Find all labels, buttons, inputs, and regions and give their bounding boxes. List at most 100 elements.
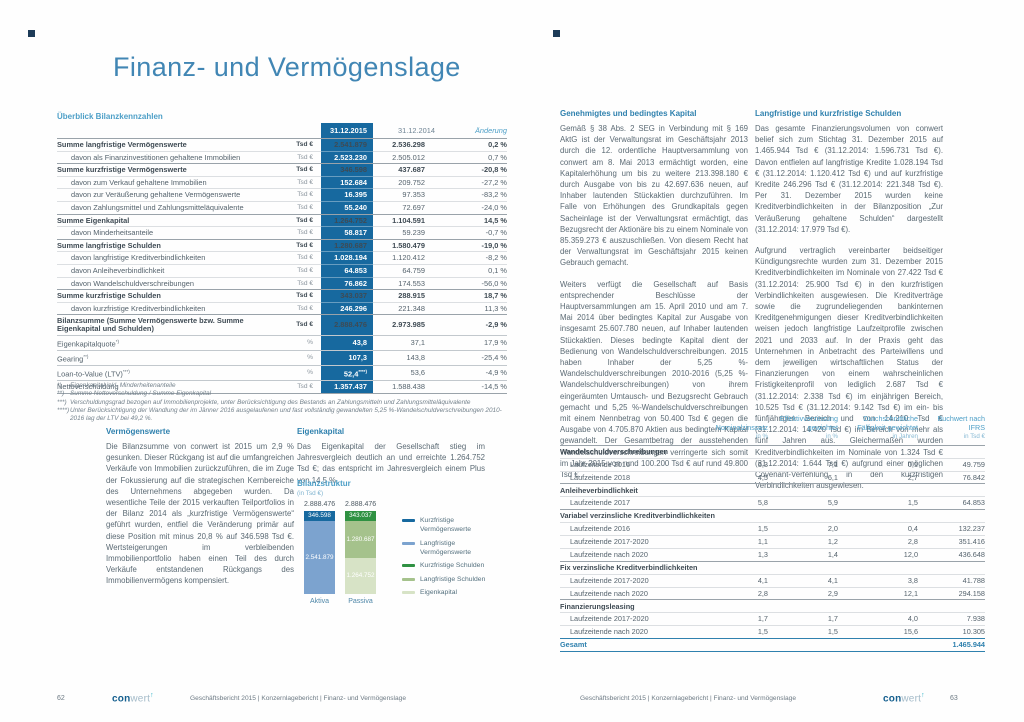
balance-table-row: Eigenkapitalquote*)% 43,8 37,1 17,9 % [57, 334, 507, 351]
section-genehmigtes-kapital: Genehmigtes und bedingtes Kapital Gemäß … [560, 109, 748, 490]
paragraph: Die Bilanzsumme von conwert ist 2015 um … [106, 442, 294, 586]
chart-bar: 2.888.476 346.598 2.541.879 Aktiva [304, 501, 336, 605]
legend-item: Kurzfristige Schulden [402, 561, 490, 570]
paragraph: Das Eigenkapital der Gesellschaft stieg … [297, 442, 485, 485]
chart-segment: 346.598 [304, 511, 335, 521]
balance-table-row: davon langfristige Kreditverbindlichkeit… [57, 251, 507, 265]
footer-breadcrumb-right: Geschäftsbericht 2015 | Konzernlageberic… [580, 695, 797, 702]
col-change: Änderung [474, 126, 507, 135]
right-page-marker [553, 30, 560, 37]
footnote: ****) Unter Berücksichtigung der Wandlung… [57, 406, 502, 423]
debt-table-row: Anleiheverbindlichkeit [560, 483, 985, 497]
balance-table-row: davon Minderheitsanteile Tsd €58.817 59.23… [57, 226, 507, 240]
conwert-logo: conwert↑ [883, 692, 925, 704]
footnote: **) Summe Nettoverschuldung / Summe Eigen… [57, 390, 212, 398]
logo-arrow-icon: ↑ [150, 692, 154, 699]
debt-table-row: Fix verzinsliche Kreditverbindlichkeiten [560, 560, 985, 575]
footnote: *) Eigenkapital inkl. Minderheitenanteile [57, 382, 176, 389]
legend-marker-icon [402, 577, 415, 581]
legend-marker-icon [402, 519, 415, 522]
section-heading: Vermögenswerte [106, 427, 171, 436]
balance-table: 31.12.2015 31.12.2014 Änderung Summe lan… [57, 123, 507, 394]
balance-table-row: davon zur Veräußerung gehaltene Vermögen… [57, 188, 507, 202]
debt-table-row: Finanzierungsleasing [560, 599, 985, 613]
page-number-right: 63 [950, 695, 958, 702]
logo-wert: wert [130, 693, 151, 705]
debt-table-row: Laufzeitende 2016 5,3 7,1 0,1 49.759 [560, 457, 985, 472]
balance-table-row: Summe Eigenkapital Tsd €1.264.752 1.104.59… [57, 213, 507, 227]
page-title: Finanz- und Vermögenslage [113, 52, 461, 82]
logo-arrow-icon: ↑ [921, 692, 925, 699]
logo-con: con [883, 693, 902, 705]
balance-table-row: Bilanzsumme (Summe Vermögenswerte bzw. S… [57, 314, 507, 336]
debt-column-header: Durchschnittliche Fälligkeit gewichtet in… [838, 414, 918, 446]
footer-breadcrumb-left: Geschäftsbericht 2015 | Konzernlageberic… [190, 695, 407, 702]
chart-segment: 343.037 [345, 511, 376, 521]
page-number-left: 62 [57, 695, 65, 702]
chart-bar: 2.888.476 343.037 1.280.687 1.264.752 Passiv… [345, 501, 377, 605]
balance-table-row: davon Wandelschuldverschreibungen Tsd €76… [57, 276, 507, 290]
col-2015: 31.12.2015 [321, 123, 373, 139]
debt-table-row: Variabel verzinsliche Kreditverbindlichk… [560, 509, 985, 523]
left-page-marker [28, 30, 35, 37]
balance-table-row: davon als Finanzinvestitionen gehaltene … [57, 150, 507, 164]
chart-segment: 2.541.879 [304, 520, 335, 594]
paragraph: Gemäß § 38 Abs. 2 SEG in Verbindung mit … [560, 124, 748, 268]
debt-table-row: Laufzeitende 2017-2020 1,1 1,2 2,8 351.416 [560, 535, 985, 549]
legend-marker-icon [402, 591, 415, 594]
balance-structure-chart: 2.888.476 346.598 2.541.879 Aktiva 2.888.476… [304, 501, 376, 605]
paragraph: Das gesamte Finanzierungsvolumen von con… [755, 124, 943, 234]
footnotes: *) Eigenkapital inkl. Minderheitenanteile… [57, 382, 503, 423]
debt-table-header: Nominalzinssatz in % Effektivverzinsung ge… [560, 414, 985, 446]
debt-column-header: Nominalzinssatz in % [708, 415, 768, 446]
balance-table-row: davon zum Verkauf gehaltene Immobilien Ts… [57, 175, 507, 189]
debt-table-row: Laufzeitende 2017 5,8 5,9 1,5 64.853 [560, 496, 985, 510]
debt-column-header: Buchwert nach IFRS in Tsd € [918, 414, 985, 446]
balance-table-row: Summe langfristige Vermögenswerte Tsd €2.… [57, 138, 507, 152]
footnote: ***) Verschuldungsgrad bezogen auf Immobi… [57, 398, 471, 406]
debt-table: Nominalzinssatz in % Effektivverzinsung ge… [560, 414, 985, 653]
debt-table-row: Laufzeitende nach 2020 2,8 2,9 12,1 294.158 [560, 586, 985, 600]
debt-table-row: Laufzeitende 2017-2020 4,1 4,1 3,8 41.788 [560, 573, 985, 588]
legend-marker-icon [402, 564, 415, 567]
legend-marker-icon [402, 541, 415, 545]
balance-table-row: Loan-to-Value (LTV)***)% 52,4****) 53,6 -4,… [57, 365, 507, 381]
debt-table-row: Gesamt 1.465.944 [560, 638, 985, 653]
debt-table-row: Wandelschuldverschreibungen [560, 444, 985, 459]
chart-segment: 1.264.752 [345, 557, 376, 594]
section-heading: Langfristige und kurzfristige Schulden [755, 109, 902, 118]
conwert-logo: conwert↑ [112, 692, 154, 704]
debt-table-row: Laufzeitende nach 2020 1,5 1,5 15,6 10.305 [560, 625, 985, 639]
debt-table-row: Laufzeitende 2018 4,5 6,1 2,7 76.842 [560, 470, 985, 484]
chart-subtitle: (in Tsd €) [297, 490, 324, 497]
debt-table-row: Laufzeitende nach 2020 1,3 1,4 12,0 436.648 [560, 547, 985, 562]
balance-table-row: davon kurzfristige Kreditverbindlichkeit… [57, 301, 507, 315]
balance-table-row: davon Zahlungsmittel und Zahlungsmittelä… [57, 200, 507, 215]
balance-table-row: Gearing**)% 107,3 143,8 -25,4 % [57, 349, 507, 366]
debt-table-row: Laufzeitende 2017-2020 1,7 1,7 4,0 7.938 [560, 612, 985, 626]
balance-table-header: 31.12.2015 31.12.2014 Änderung [57, 123, 507, 139]
debt-column-header: Effektivverzinsung gewichtet in % [768, 414, 838, 446]
chart-legend: Kurzfristige Vermögenswerte Langfristige … [402, 516, 490, 602]
debt-table-row: Laufzeitende 2016 1,5 2,0 0,4 132.237 [560, 522, 985, 536]
balance-table-row: Nettoverschuldung Tsd €1.357.437 1.588.438… [57, 380, 507, 394]
chart-segment: 1.280.687 [345, 520, 376, 558]
section-vermoegenswerte: Vermögenswerte Die Bilanzsumme von conwe… [106, 427, 294, 597]
chart-title: Bilanzstruktur [297, 479, 351, 488]
section-heading: Genehmigtes und bedingtes Kapital [560, 109, 697, 118]
balance-table-label: Überblick Bilanzkennzahlen [57, 112, 163, 121]
section-heading: Eigenkapital [297, 427, 345, 436]
col-2014: 31.12.2014 [398, 126, 435, 135]
legend-item: Eigenkapital [402, 588, 490, 597]
logo-con: con [112, 693, 131, 705]
section-eigenkapital: Eigenkapital Das Eigenkapital der Gesell… [297, 427, 485, 496]
balance-table-row: Summe kurzfristige Schulden Tsd €343.037 2… [57, 289, 507, 303]
balance-table-row: Summe langfristige Schulden Tsd €1.280.68… [57, 238, 507, 252]
legend-item: Langfristige Schulden [402, 575, 490, 584]
balance-table-row: davon Anleiheverbindlichkeit Tsd €64.853 6… [57, 263, 507, 278]
legend-item: Langfristige Vermögenswerte [402, 539, 490, 557]
balance-table-row: Summe kurzfristige Vermögenswerte Tsd €34… [57, 163, 507, 177]
logo-wert: wert [901, 693, 922, 705]
legend-item: Kurzfristige Vermögenswerte [402, 516, 490, 534]
